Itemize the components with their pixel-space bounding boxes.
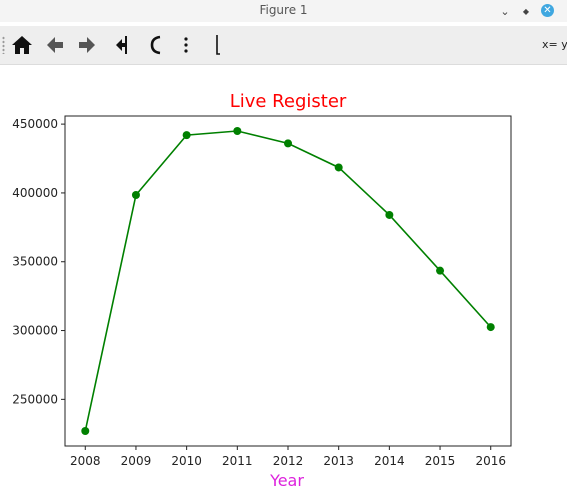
- x-tick-label: 2015: [425, 454, 456, 468]
- minimize-button[interactable]: ⌄: [497, 3, 513, 19]
- data-point: [486, 323, 495, 332]
- data-point: [284, 139, 292, 148]
- forward-button[interactable]: [74, 32, 100, 58]
- diamond-icon: ◆: [522, 6, 530, 16]
- x-tick-label: 2016: [475, 454, 506, 468]
- pan-icon: [116, 36, 127, 54]
- y-tick-label: 450000: [12, 117, 58, 131]
- navigation-toolbar: [0, 26, 567, 65]
- arrow-right-icon: [79, 37, 95, 53]
- zoom-icon: [150, 35, 161, 55]
- x-tick-label: 2009: [121, 454, 152, 468]
- plot-area-frame: [64, 115, 512, 447]
- chevron-down-icon: ⌄: [500, 4, 510, 18]
- data-point: [233, 127, 242, 135]
- pan-button[interactable]: [110, 32, 136, 58]
- home-icon: [12, 36, 32, 54]
- x-tick-label: 2014: [374, 454, 405, 468]
- data-point: [182, 131, 191, 140]
- y-tick-label: 300000: [12, 324, 58, 338]
- restore-button[interactable]: ◆: [518, 3, 534, 19]
- save-button[interactable]: [205, 32, 231, 58]
- home-button[interactable]: [9, 32, 35, 58]
- y-axis: 250000 300000 350000 400000 450000: [12, 117, 65, 406]
- close-icon: ✕: [543, 5, 552, 16]
- coordinate-readout: x= y: [542, 38, 567, 51]
- save-icon: [216, 35, 220, 55]
- data-point: [436, 266, 445, 275]
- y-tick-label: 350000: [12, 255, 58, 269]
- x-tick-label: 2010: [171, 454, 202, 468]
- window-titlebar: Figure 1 ⌄ ◆ ✕: [0, 0, 567, 22]
- y-tick-label: 400000: [12, 186, 58, 200]
- x-tick-label: 2011: [222, 454, 253, 468]
- subplots-button[interactable]: [173, 32, 199, 58]
- x-tick-label: 2012: [273, 454, 304, 468]
- data-point: [131, 190, 140, 199]
- x-axis-label: Year: [269, 471, 304, 489]
- zoom-button[interactable]: [143, 32, 169, 58]
- close-button[interactable]: ✕: [541, 4, 554, 17]
- x-tick-label: 2013: [323, 454, 354, 468]
- data-point: [385, 210, 394, 219]
- subplots-icon: [184, 37, 188, 53]
- data-point: [81, 427, 90, 435]
- arrow-left-icon: [47, 37, 63, 53]
- x-axis: 2008 2009 2010 2011 2012 2013 2014 2015 2016: [70, 446, 506, 468]
- series-group: [81, 127, 495, 435]
- y-tick-label: 250000: [12, 392, 58, 406]
- data-point: [334, 163, 343, 172]
- chart-title: Live Register: [230, 91, 347, 112]
- x-tick-label: 2008: [70, 454, 101, 468]
- back-button[interactable]: [42, 32, 68, 58]
- window-title: Figure 1: [259, 3, 308, 17]
- series-line: [84, 130, 492, 432]
- toolbar-grip-icon: [2, 36, 5, 54]
